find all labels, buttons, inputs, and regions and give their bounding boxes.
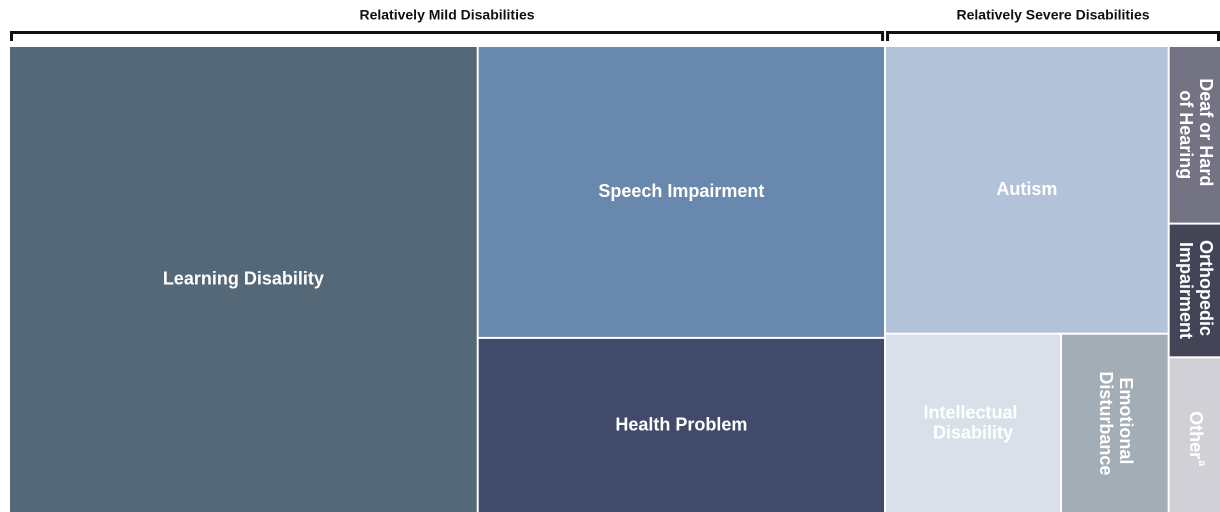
cell-label: Emotional Disturbance (1096, 371, 1136, 475)
cell-label-group: Speech Impairment (598, 181, 764, 201)
treemap-cell (1169, 358, 1220, 512)
cell-label: Orthopedic Impairment (1176, 240, 1216, 341)
cell-label-group: Autism (996, 179, 1057, 199)
treemap-cell (478, 47, 885, 337)
treemap-cell (1062, 334, 1168, 512)
treemap-cell (10, 47, 477, 512)
treemap-cell (886, 334, 1061, 512)
group-label: Relatively Severe Disabilities (957, 7, 1150, 23)
group-bracket (10, 31, 885, 41)
cell-label: Learning Disability (163, 268, 324, 288)
cell-label-group: Emotional Disturbance (1096, 371, 1136, 475)
group-label: Relatively Mild Disabilities (359, 7, 534, 23)
cell-label: Autism (996, 179, 1057, 199)
treemap-cell (886, 47, 1168, 333)
treemap-cell (1169, 47, 1220, 223)
cell-label: Speech Impairment (598, 181, 764, 201)
cell-label-group: Intellectual Disability (924, 402, 1023, 442)
cell-label: Intellectual Disability (924, 402, 1023, 442)
cell-label-group: Deaf or Hard of Hearing (1176, 78, 1216, 191)
treemap-cell (1169, 224, 1220, 357)
cell-label: Other (1186, 411, 1206, 459)
footnote-marker: a (1196, 460, 1208, 467)
group-bracket (886, 31, 1220, 41)
cell-label-group: Health Problem (615, 414, 747, 434)
cell-label: Deaf or Hard of Hearing (1176, 78, 1216, 191)
cell-label-group: Learning Disability (163, 268, 324, 288)
treemap-cell (478, 338, 885, 512)
cell-label: Health Problem (615, 414, 747, 434)
cell-label-group: Orthopedic Impairment (1176, 240, 1216, 341)
